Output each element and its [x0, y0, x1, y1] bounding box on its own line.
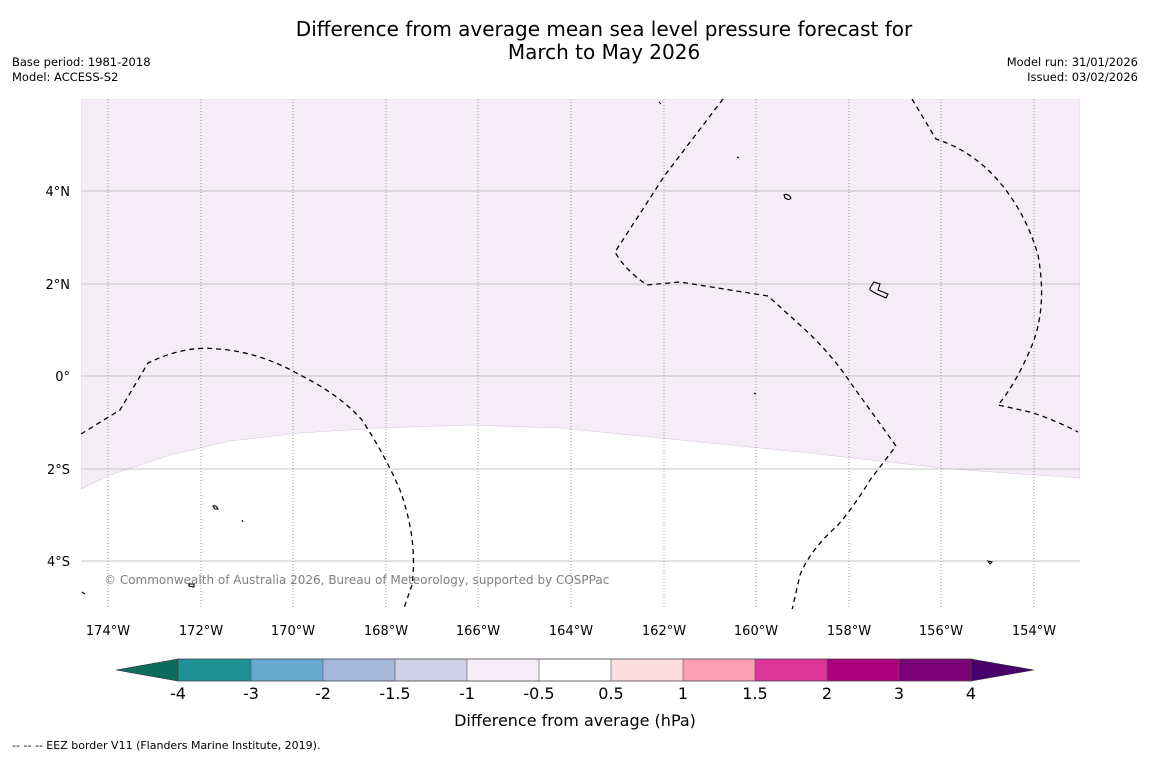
lon-label: 172°W — [179, 624, 223, 639]
meta-right: Model run: 31/01/2026 Issued: 03/02/2026 — [1007, 55, 1138, 85]
lon-label: 154°W — [1012, 624, 1056, 639]
colorbar-tick: -1 — [459, 684, 475, 703]
base-period: Base period: 1981-2018 — [12, 55, 151, 69]
lat-labels: 4°N 2°N 0° 2°S 4°S — [46, 185, 71, 570]
colorbar-tick: -2 — [315, 684, 331, 703]
lon-label: 166°W — [456, 624, 500, 639]
negative-anomaly-shading — [81, 99, 1080, 490]
colorbar-segment — [683, 659, 755, 681]
lon-label: 168°W — [364, 624, 408, 639]
colorbar-tick: 2 — [822, 684, 832, 703]
islands — [81, 101, 994, 595]
colorbar-tick: -3 — [243, 684, 259, 703]
colorbar-segment — [611, 659, 683, 681]
colorbar-tick: -1.5 — [379, 684, 410, 703]
colorbar-tick: -0.5 — [523, 684, 554, 703]
island-outline — [753, 392, 757, 395]
colorbar-label: Difference from average (hPa) — [454, 711, 696, 730]
colorbar-frame — [177, 658, 972, 682]
island-outline — [188, 583, 195, 588]
colorbar-segment — [827, 659, 899, 681]
colorbar-tick: 1.5 — [742, 684, 767, 703]
eez-borders — [81, 99, 1079, 609]
lat-label: 2°N — [46, 278, 71, 293]
colorbar-segment — [251, 659, 323, 681]
colorbar-segment — [755, 659, 827, 681]
copyright-notice: © Commonwealth of Australia 2026, Bureau… — [104, 573, 609, 587]
lon-label: 170°W — [271, 624, 315, 639]
colorbar-tick: -4 — [170, 684, 186, 703]
island-outline — [658, 101, 662, 105]
colorbar-segment — [899, 659, 971, 681]
lon-label: 174°W — [86, 624, 130, 639]
lon-label: 160°W — [734, 624, 778, 639]
colorbar-segment — [539, 659, 611, 681]
colorbar-tick: 4 — [966, 684, 976, 703]
colorbar-tick: 0.5 — [598, 684, 623, 703]
island-outline — [783, 193, 792, 201]
eez-footnote: -- -- -- EEZ border V11 (Flanders Marine… — [12, 739, 321, 752]
chart-title: Difference from average mean sea level p… — [0, 18, 1150, 64]
model-run: Model run: 31/01/2026 — [1006, 55, 1138, 69]
gridlines — [81, 190, 1080, 562]
lon-label: 158°W — [827, 624, 871, 639]
eez-border-east — [911, 99, 1079, 433]
colorbar-segment — [178, 659, 251, 681]
island-outline — [736, 156, 740, 159]
meta-left: Base period: 1981-2018 Model: ACCESS-S2 — [12, 55, 151, 85]
island-outline — [986, 560, 994, 565]
eez-border-central — [614, 99, 897, 609]
eez-border-west — [81, 347, 415, 609]
lat-label: 4°N — [46, 185, 71, 200]
island-outline — [869, 281, 889, 299]
lon-labels: 174°W 172°W 170°W 168°W 166°W 164°W 162°… — [86, 624, 1056, 639]
title-line-2: March to May 2026 — [507, 40, 701, 64]
island-outline — [241, 519, 244, 523]
colorbar-segment — [323, 659, 395, 681]
colorbar-segment — [467, 659, 539, 681]
issued-date: Issued: 03/02/2026 — [1027, 70, 1138, 84]
lon-label: 164°W — [549, 624, 593, 639]
colorbar: -4 -3 -2 -1.5 -1 -0.5 0.5 1 1.5 2 3 4 Di… — [115, 658, 1035, 730]
lon-label: 162°W — [642, 624, 686, 639]
lat-label: 2°S — [47, 463, 70, 478]
colorbar-dividers — [250, 659, 900, 681]
lon-label: 156°W — [919, 624, 963, 639]
lat-label: 0° — [55, 370, 70, 385]
model-name: Model: ACCESS-S2 — [12, 70, 119, 84]
colorbar-tick: 3 — [894, 684, 904, 703]
lon-gridlines — [107, 99, 1035, 609]
colorbar-left-extension — [115, 658, 179, 682]
island-outline — [81, 591, 86, 595]
colorbar-right-extension — [970, 658, 1035, 682]
colorbar-tick: 1 — [678, 684, 688, 703]
map-area: © Commonwealth of Australia 2026, Bureau… — [81, 99, 1080, 609]
island-outline — [212, 505, 219, 510]
title-line-1: Difference from average mean sea level p… — [295, 17, 913, 41]
lat-label: 4°S — [47, 555, 70, 570]
colorbar-segment — [395, 659, 467, 681]
